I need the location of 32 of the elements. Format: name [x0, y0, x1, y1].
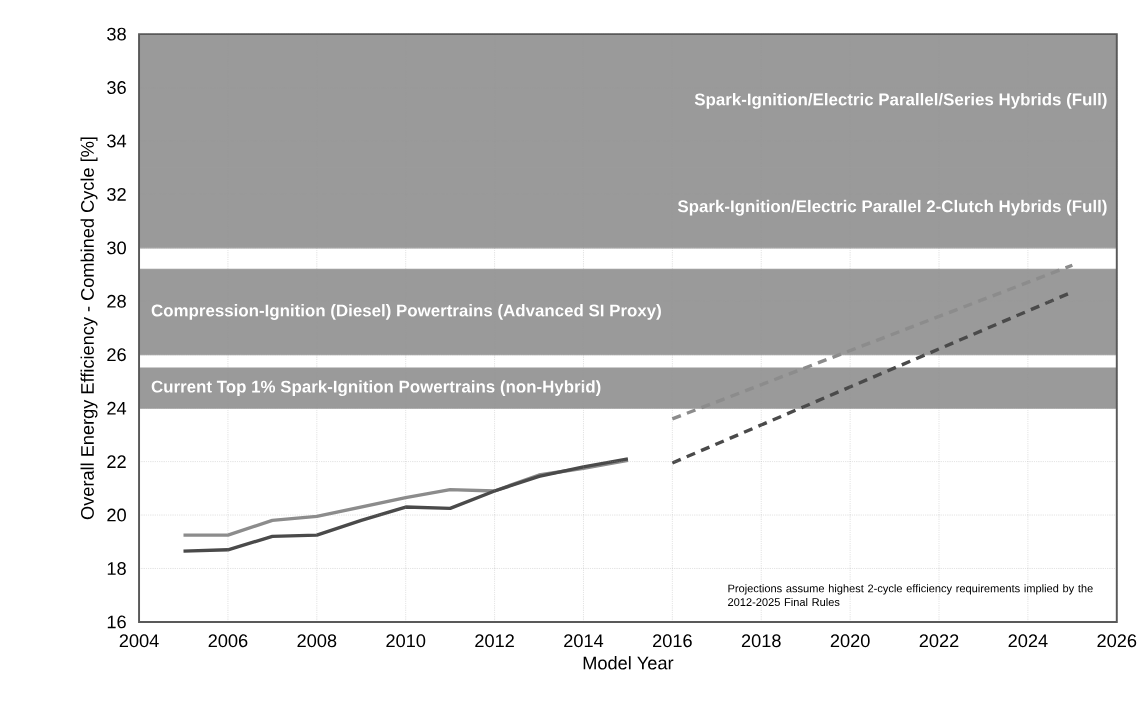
band-label: Current Top 1% Spark-Ignition Powertrains (non-Hybrid)	[151, 380, 601, 396]
band-label: Spark-Ignition/Electric Parallel 2-Clutch Hybrids (Full)	[677, 199, 1107, 216]
y-tick-label: 34	[107, 134, 127, 148]
y-tick-label: 36	[107, 80, 126, 94]
band-label: Compression-Ignition (Diesel) Powertrains (Advanced SI Proxy)	[151, 303, 661, 320]
y-tick-label: 38	[107, 27, 126, 41]
y-axis-title: Overall Energy Efficiency - Combined Cycle [%]	[80, 137, 98, 519]
y-tick-label: 20	[107, 508, 126, 522]
x-tick-label: 2014	[564, 634, 604, 648]
y-tick-label: 22	[107, 455, 126, 468]
y-tick-label: 24	[107, 401, 127, 415]
annotation: Projections assume highest 2-cycle efficiency requirements implied by the 2012-2025 Final Rules	[728, 584, 1093, 606]
y-tick-label: 32	[107, 187, 126, 201]
y-tick-label: 30	[107, 241, 126, 255]
y-tick-label: 28	[107, 294, 126, 308]
x-tick-label: 2008	[297, 634, 337, 648]
x-axis-title: Model Year	[583, 655, 674, 670]
x-tick-label: 2018	[741, 634, 781, 648]
y-tick-label: 16	[107, 615, 126, 629]
x-tick-label: 2020	[830, 634, 870, 648]
x-tick-label: 2016	[653, 634, 692, 648]
x-tick-label: 2022	[919, 634, 959, 648]
line-series	[181, 457, 630, 553]
band-label: Spark-Ignition/Electric Parallel/Series Hybrids (Full)	[694, 92, 1107, 109]
x-tick-label: 2010	[386, 634, 426, 648]
y-tick-label: 26	[107, 348, 126, 362]
y-tick-label: 18	[107, 561, 126, 575]
x-tick-label: 2012	[475, 634, 514, 648]
x-tick-label: 2024	[1008, 634, 1048, 648]
x-tick-label: 2004	[119, 634, 159, 648]
x-tick-label: 2026	[1097, 634, 1137, 648]
x-tick-label: 2006	[208, 634, 248, 648]
